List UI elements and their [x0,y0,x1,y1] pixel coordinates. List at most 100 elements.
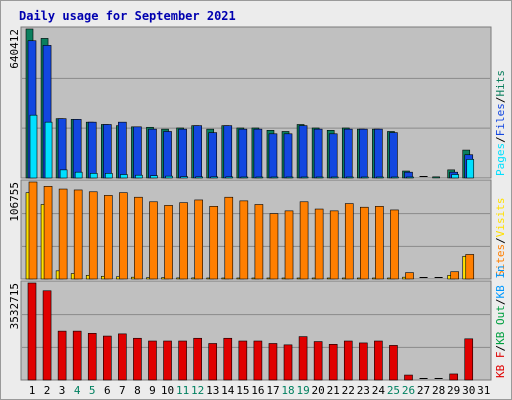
bar-files-day-24 [374,128,383,179]
bar-sites-day-1 [28,181,38,280]
bar-pages-day-25 [391,176,399,179]
bar-kbf-day-2 [42,290,52,381]
bar-kbf-day-29 [449,373,458,381]
legend-sep: / [494,136,507,143]
x-tick-label-3: 3 [59,384,66,397]
bar-kbf-day-13 [208,343,218,381]
bar-kbf-day-14 [223,337,233,381]
bar-sites-day-8 [134,196,143,280]
bar-files-day-17 [268,133,278,179]
legend-sep: / [494,237,507,244]
bar-files-day-16 [253,128,263,179]
bar-files-day-7 [118,121,127,179]
legend-panel-2: Sites/Visits [494,198,507,278]
x-tick-label-4: 4 [74,384,81,397]
bar-kbf-day-15 [238,340,248,381]
bar-pages-day-17 [270,176,279,179]
bar-sites-day-21 [329,210,339,280]
legend-visits: Visits [494,198,507,238]
x-tick-label-13: 13 [206,384,219,397]
bar-pages-day-29 [451,174,459,179]
bar-hits-day-28 [432,176,440,179]
bar-files-day-15 [238,128,248,179]
bar-sites-day-3 [58,188,68,280]
bar-sites-day-2 [43,186,53,280]
y-axis-max-labels: 640412 106755 3532715 [8,29,21,329]
bar-kbf-day-11 [178,340,187,381]
x-tick-label-11: 11 [176,384,189,397]
bar-zero-day-27 [419,176,428,177]
bar-kbf-day-19 [298,336,308,381]
bar-sites-day-7 [119,192,128,280]
bar-zero-day-27 [419,277,428,278]
x-tick-label-25: 25 [387,384,400,397]
legend-pages: Pages [494,143,507,176]
bar-pages-day-4 [74,171,83,179]
legend-files: Files [494,103,507,136]
bar-sites-day-22 [344,203,354,280]
x-tick-label-24: 24 [372,384,386,397]
x-tick-label-27: 27 [417,384,430,397]
x-tick-label-26: 26 [402,384,415,397]
legend-panel-1: Pages/Files/Hits [494,70,507,176]
bar-zero-day-27 [419,378,428,379]
bar-files-day-11 [178,128,187,179]
bar-kbf-day-16 [253,340,263,381]
x-tick-label-1: 1 [29,384,36,397]
x-tick-label-2: 2 [44,384,51,397]
bar-files-day-23 [359,128,368,179]
bar-kbf-day-25 [389,345,398,381]
bar-sites-day-18 [284,210,294,280]
chart-bars [25,28,475,381]
bar-files-day-10 [163,131,172,179]
x-tick-label-14: 14 [221,384,235,397]
bar-sites-day-10 [164,205,173,280]
chart-title: Daily usage for September 2021 [19,9,236,23]
bar-sites-day-12 [194,199,203,280]
bar-pages-day-14 [225,176,234,179]
bar-kbf-day-23 [359,342,368,381]
legend-kb-in: KB In [494,265,507,298]
bar-pages-day-23 [361,176,369,179]
bar-kbf-day-22 [343,340,353,381]
bar-sites-day-11 [179,202,188,280]
bar-pages-day-15 [240,176,249,179]
bar-sites-day-9 [149,201,158,280]
bar-kbf-day-30 [464,338,474,381]
bar-files-day-18 [283,133,293,179]
x-tick-label-6: 6 [104,384,111,397]
legend-sep: / [494,97,507,104]
x-tick-label-9: 9 [149,384,156,397]
bar-sites-day-15 [239,200,249,280]
bar-pages-day-3 [59,169,68,179]
x-tick-label-16: 16 [251,384,264,397]
bar-pages-day-7 [120,174,128,179]
x-tick-label-31: 31 [477,384,490,397]
x-tick-label-19: 19 [296,384,309,397]
bar-files-day-20 [313,128,323,179]
bar-pages-day-20 [315,176,324,179]
x-tick-label-20: 20 [312,384,325,397]
x-tick-label-21: 21 [327,384,340,397]
bar-sites-day-13 [209,206,219,280]
bar-pages-day-30 [466,159,475,179]
x-tick-label-23: 23 [357,384,370,397]
bar-kbf-day-18 [283,344,293,381]
bar-zero-day-28 [434,277,443,278]
x-tick-label-10: 10 [161,384,174,397]
bar-files-day-14 [223,125,233,179]
legend-panel-3: KB F/KB Out/KB In [494,265,507,378]
bar-pages-day-10 [165,175,173,179]
bar-pages-day-18 [285,176,294,179]
bar-sites-day-23 [360,206,369,280]
bar-files-day-8 [133,126,142,179]
legend-sep: / [494,299,507,306]
bar-pages-day-16 [255,176,264,179]
bar-files-day-6 [103,124,112,179]
bar-pages-day-2 [44,121,53,179]
bar-pages-day-5 [89,173,98,179]
bar-kbf-day-10 [163,340,172,381]
bar-kbf-day-4 [72,330,82,381]
bar-kbf-day-8 [133,337,142,381]
